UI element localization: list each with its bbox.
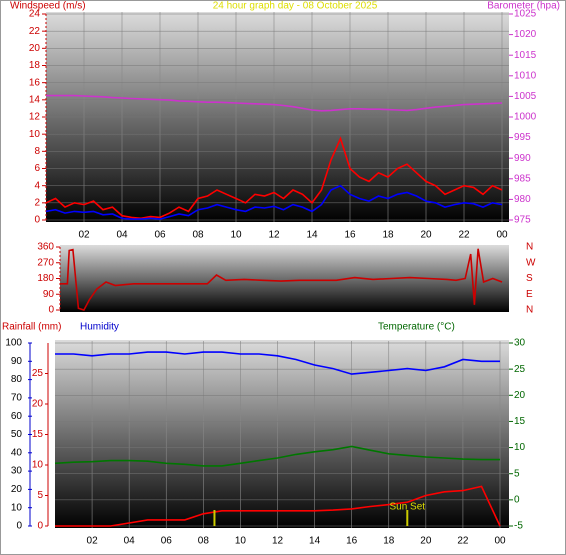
y-tick-label: 30: [11, 466, 23, 477]
x-tick-label: 02: [78, 230, 90, 241]
y-tick-label: 0: [48, 305, 54, 316]
rain-tick-label: 20: [32, 399, 44, 410]
chart-title: 24 hour graph day - 08 October 2025: [213, 1, 378, 12]
y-tick-label: 6: [34, 163, 40, 174]
y-tick-label: 90: [43, 289, 55, 300]
y2-tick-label: 1015: [514, 50, 537, 61]
y2-tick-label: 1025: [514, 9, 537, 20]
x-tick-label: 20: [420, 536, 432, 547]
y2-tick-label: 25: [514, 364, 526, 375]
x-tick-label: 06: [161, 536, 173, 547]
series-line: [46, 94, 503, 112]
plot-background: [55, 340, 509, 528]
y-tick-label: 270: [37, 257, 54, 268]
rain-tick-label: 25: [32, 368, 44, 379]
y-tick-label: 60: [11, 411, 23, 422]
y-tick-label: 80: [11, 374, 23, 385]
y-tick-label: 8: [34, 146, 40, 157]
x-tick-label: 08: [198, 536, 210, 547]
y2-tick-label: 980: [514, 194, 531, 205]
y2-tick-label: 30: [514, 338, 526, 349]
y2-tick-label: 975: [514, 215, 531, 226]
y2-tick-label: 20: [514, 390, 526, 401]
x-tick-label: 10: [235, 536, 247, 547]
x-tick-label: 14: [306, 230, 318, 241]
y2-tick-label: 985: [514, 173, 531, 184]
y2-tick-label: 1020: [514, 29, 537, 40]
y2-tick-label: S: [526, 273, 533, 284]
sun-marker-label: Sun Set: [389, 502, 425, 513]
x-tick-label: 16: [346, 536, 358, 547]
y-tick-label: 100: [5, 338, 22, 349]
y-tick-label: 22: [29, 26, 41, 37]
x-tick-label: 12: [268, 230, 280, 241]
rain-tick-label: 15: [32, 429, 44, 440]
series-line: [54, 445, 500, 467]
y2-tick-label: 1005: [514, 91, 537, 102]
y-tick-label: 14: [29, 94, 41, 105]
y2-tick-label: 5: [514, 468, 520, 479]
x-tick-label: 02: [87, 536, 99, 547]
y-tick-label: 12: [29, 112, 41, 123]
rain-tick-label: 0: [37, 521, 43, 532]
x-tick-label: 22: [457, 536, 469, 547]
y-tick-label: 0: [16, 521, 22, 532]
rain-tick-label: 5: [37, 490, 43, 501]
y-tick-label: 4: [34, 180, 40, 191]
y-tick-label: 24: [29, 9, 41, 20]
x-tick-label: 00: [496, 230, 508, 241]
y-tick-label: 10: [29, 129, 41, 140]
x-tick-label: 18: [382, 230, 394, 241]
series-line: [60, 248, 503, 311]
y2-tick-label: 15: [514, 416, 526, 427]
series-line: [45, 184, 503, 220]
x-tick-label: 04: [116, 230, 128, 241]
y-tick-label: 20: [11, 484, 23, 495]
rain-tick-label: 10: [32, 460, 44, 471]
x-tick-label: 10: [230, 230, 242, 241]
y2-tick-label: 995: [514, 132, 531, 143]
x-tick-label: 16: [344, 230, 356, 241]
y-tick-label: 40: [11, 447, 23, 458]
series-line: [45, 136, 503, 220]
y2-tick-label: N: [526, 305, 533, 316]
x-tick-label: 18: [383, 536, 395, 547]
x-tick-label: 06: [154, 230, 166, 241]
y-tick-label: 10: [11, 502, 23, 513]
y2-tick-label: 0: [514, 494, 520, 505]
y-tick-label: 180: [37, 273, 54, 284]
y2-tick-label: E: [526, 289, 533, 300]
y2-tick-label: 1010: [514, 70, 537, 81]
y-tick-label: 20: [29, 43, 41, 54]
series-line: [55, 485, 501, 527]
y-tick-label: 70: [11, 393, 23, 404]
x-tick-label: 22: [458, 230, 470, 241]
rain-axis-label: Rainfall (mm): [2, 322, 61, 333]
y2-tick-label: -5: [514, 521, 523, 532]
y-tick-label: 90: [11, 356, 23, 367]
y-tick-label: 16: [29, 77, 41, 88]
y-axis-label: Humidity: [80, 322, 119, 333]
x-tick-label: 08: [192, 230, 204, 241]
y2-tick-label: N: [526, 242, 533, 253]
series-line: [55, 351, 500, 375]
y2-tick-label: 990: [514, 153, 531, 164]
x-tick-label: 14: [309, 536, 321, 547]
y-axis-label: Windspeed (m/s): [10, 1, 86, 12]
y-tick-label: 18: [29, 60, 41, 71]
x-tick-label: 00: [494, 536, 506, 547]
x-tick-label: 04: [124, 536, 136, 547]
y-tick-label: 50: [11, 429, 23, 440]
x-tick-label: 12: [272, 536, 284, 547]
x-tick-label: 20: [420, 230, 432, 241]
y2-axis-label: Barometer (hpa): [487, 1, 560, 12]
y-tick-label: 360: [37, 242, 54, 253]
y2-tick-label: 10: [514, 442, 526, 453]
y2-tick-label: 1000: [514, 112, 537, 123]
y2-tick-label: W: [526, 257, 536, 268]
y-tick-label: 0: [34, 215, 40, 226]
y-tick-label: 2: [34, 197, 40, 208]
y2-axis-label: Temperature (°C): [378, 322, 455, 333]
